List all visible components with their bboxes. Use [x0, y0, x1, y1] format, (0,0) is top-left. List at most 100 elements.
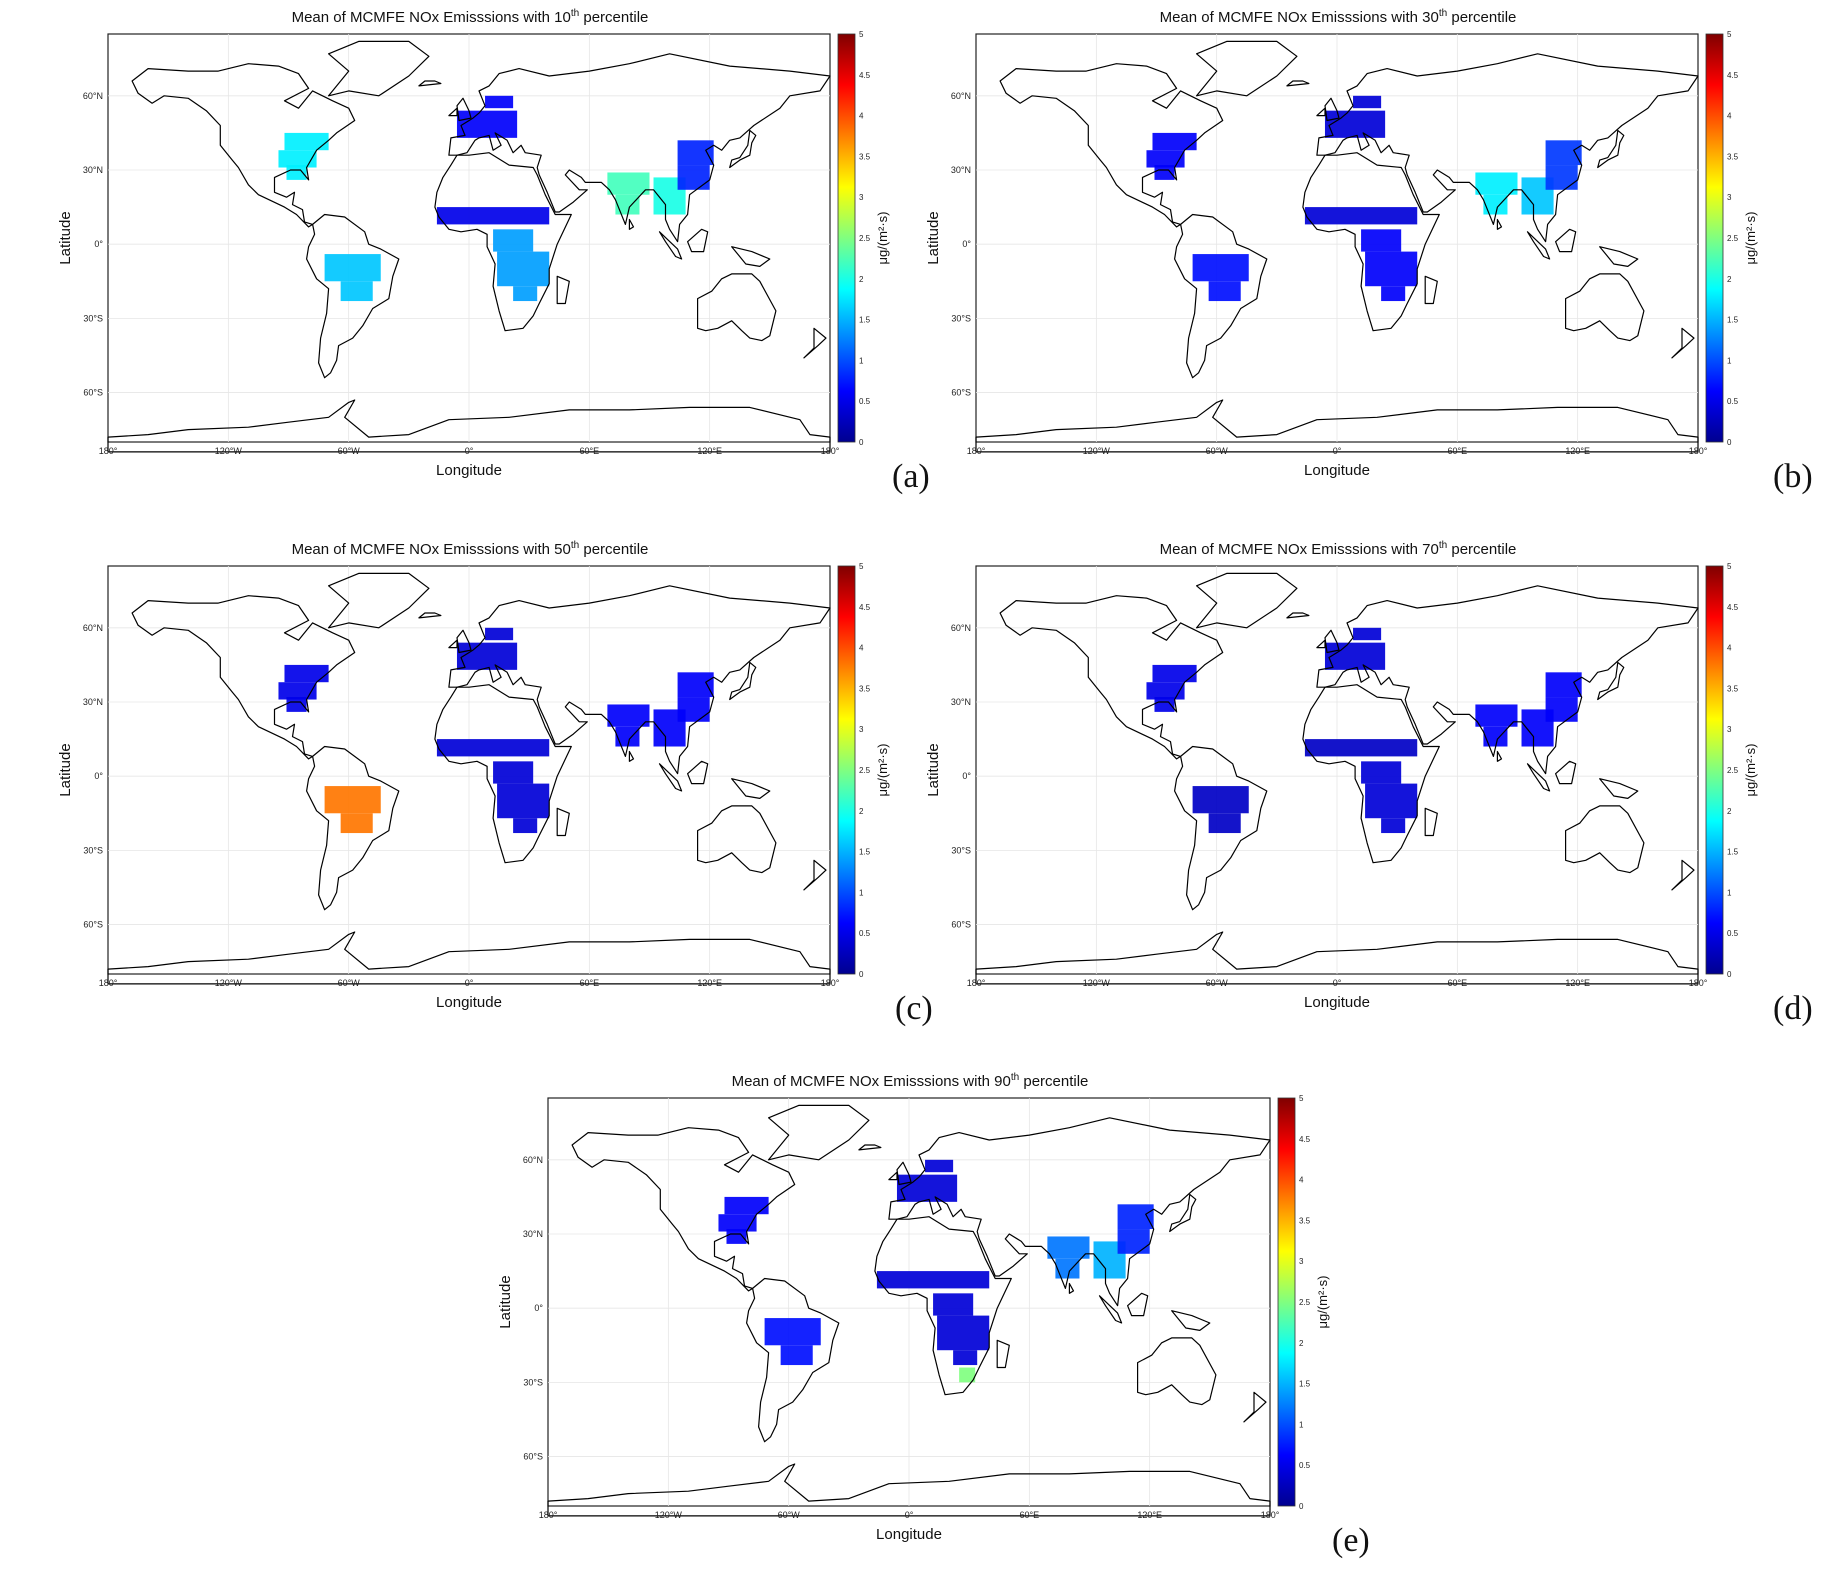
emission-region [615, 194, 640, 215]
land-outline [687, 760, 709, 785]
panel-label: (e) [1332, 1522, 1370, 1559]
y-axis-label: Latitude [925, 743, 942, 796]
colorbar-tick-label: 3 [859, 193, 864, 202]
emission-region [1152, 132, 1197, 151]
emission-region [1117, 1204, 1154, 1230]
emission-region [677, 697, 710, 722]
x-tick-label: 180° [539, 1510, 558, 1520]
emission-region [677, 140, 714, 166]
y-tick-label: 60°S [951, 388, 971, 398]
y-tick-label: 60°S [83, 388, 103, 398]
emission-region [933, 1293, 974, 1316]
x-axis-label: Longitude [876, 1526, 942, 1543]
colorbar-tick-label: 0.5 [859, 397, 871, 406]
land-outline [571, 1127, 796, 1292]
emission-region [896, 1174, 958, 1202]
x-tick-label: 60°E [580, 978, 600, 988]
x-tick-label: 180° [967, 446, 986, 456]
land-outline [1286, 80, 1310, 87]
y-tick-label: 30°N [83, 697, 103, 707]
land-outline [1127, 1292, 1149, 1317]
emission-region [1324, 642, 1386, 670]
emission-region [1304, 207, 1418, 225]
panel-label: (b) [1773, 458, 1813, 495]
panel-title: Mean of MCMFE NOx Emisssions with 90th p… [731, 1072, 1089, 1090]
emission-layer [1146, 627, 1582, 834]
emission-region [1047, 1236, 1090, 1259]
land-outline [697, 805, 777, 874]
land-outline [448, 639, 458, 649]
emission-region [876, 1271, 990, 1289]
colorbar-tick-label: 3 [1299, 1257, 1304, 1266]
colorbar-tick-label: 3 [859, 725, 864, 734]
colorbar-tick-label: 3.5 [859, 684, 871, 693]
land-outline [434, 684, 572, 864]
x-axis-label: Longitude [436, 462, 502, 479]
emission-region [485, 95, 514, 109]
land-outline [628, 750, 635, 762]
land-outline [1174, 213, 1268, 379]
colorbar-tick-label: 4.5 [1299, 1135, 1311, 1144]
emission-region [284, 664, 329, 683]
emission-layer [278, 627, 714, 834]
colorbar-tick-label: 2 [1727, 807, 1732, 816]
emission-region [1055, 1258, 1080, 1279]
emission-region [1353, 627, 1382, 641]
y-tick-label: 0° [534, 1303, 543, 1313]
land-outline [328, 572, 430, 629]
land-outline [803, 327, 827, 359]
land-outline [1302, 684, 1440, 864]
colorbar-tick-label: 3 [1727, 193, 1732, 202]
panel-label: (d) [1773, 990, 1813, 1027]
emission-region [456, 110, 518, 138]
x-tick-label: 0° [465, 978, 474, 988]
y-tick-label: 30°N [951, 165, 971, 175]
x-tick-label: 0° [1333, 446, 1342, 456]
land-outline [888, 1171, 898, 1181]
emission-region [1152, 664, 1197, 683]
panel-title: Mean of MCMFE NOx Emisssions with 30th p… [1159, 8, 1517, 26]
land-outline [1316, 53, 1699, 243]
emission-region [493, 761, 534, 784]
coastlines [107, 40, 831, 453]
land-outline [1526, 763, 1551, 792]
land-outline [1316, 585, 1699, 775]
emission-region [497, 251, 550, 287]
colorbar-tick-label: 0.5 [1299, 1461, 1311, 1470]
colorbar-tick-label: 5 [859, 562, 864, 571]
coastlines [975, 40, 1699, 453]
emission-region [493, 229, 534, 252]
land-outline [874, 1216, 1012, 1396]
land-outline [448, 107, 458, 117]
emission-region [1483, 194, 1508, 215]
emission-region [718, 1214, 757, 1232]
emission-region [1117, 1229, 1150, 1254]
colorbar-tick-label: 2.5 [1727, 766, 1739, 775]
colorbar-tick-label: 2 [859, 275, 864, 284]
land-outline [1286, 612, 1310, 619]
x-tick-label: 120°E [1565, 446, 1590, 456]
colorbar-tick-label: 1 [1727, 888, 1732, 897]
colorbar-tick-label: 4.5 [1727, 603, 1739, 612]
y-tick-label: 0° [94, 239, 103, 249]
emission-region [953, 1350, 978, 1366]
colorbar-tick-label: 0.5 [1727, 397, 1739, 406]
colorbar-tick-label: 2.5 [1727, 234, 1739, 243]
y-tick-label: 30°N [523, 1229, 543, 1239]
land-outline [107, 931, 831, 985]
x-tick-label: 180° [99, 446, 118, 456]
x-tick-label: 120°W [1083, 978, 1111, 988]
panel-label: (a) [892, 458, 930, 495]
colorbar-tick-label: 5 [1299, 1094, 1304, 1103]
colorbar-label: μg/(m²·s) [1315, 1276, 1330, 1329]
emission-region [340, 281, 373, 302]
land-outline [729, 661, 757, 701]
land-outline [1555, 760, 1577, 785]
colorbar-tick-label: 1 [1299, 1420, 1304, 1429]
land-outline [975, 399, 1699, 453]
colorbar-tick-label: 2.5 [859, 766, 871, 775]
land-outline [1599, 246, 1639, 267]
x-axis-label: Longitude [436, 994, 502, 1011]
emission-region [456, 642, 518, 670]
emission-region [1304, 739, 1418, 757]
